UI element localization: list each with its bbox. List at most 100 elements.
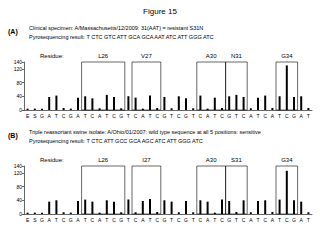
svg-text:S: S: [33, 217, 37, 223]
svg-text:G: G: [162, 217, 166, 223]
svg-text:T: T: [148, 217, 151, 223]
svg-text:(B): (B): [8, 132, 18, 140]
svg-text:C: C: [263, 217, 267, 223]
svg-text:Residue:: Residue:: [40, 157, 64, 163]
svg-text:G: G: [69, 217, 73, 223]
svg-text:E: E: [26, 217, 30, 223]
svg-text:T: T: [307, 113, 310, 119]
svg-text:C: C: [134, 113, 138, 119]
svg-text:C: C: [91, 217, 95, 223]
svg-text:T: T: [55, 217, 58, 223]
svg-text:C: C: [220, 113, 224, 119]
svg-text:T: T: [256, 113, 259, 119]
svg-text:V27: V27: [141, 53, 152, 59]
svg-text:0: 0: [19, 107, 22, 113]
svg-text:G: G: [227, 217, 231, 223]
svg-text:A: A: [271, 113, 275, 119]
svg-text:40: 40: [16, 197, 22, 203]
svg-text:80: 80: [16, 184, 22, 190]
svg-text:G: G: [40, 217, 44, 223]
svg-text:T: T: [213, 113, 216, 119]
svg-text:A: A: [98, 217, 102, 223]
svg-text:T: T: [170, 217, 173, 223]
svg-text:C: C: [177, 113, 181, 119]
svg-text:Residue:: Residue:: [40, 53, 64, 59]
svg-text:A30: A30: [206, 53, 217, 59]
svg-text:A: A: [206, 113, 210, 119]
svg-text:A: A: [48, 113, 52, 119]
svg-text:120: 120: [14, 66, 23, 72]
svg-text:G: G: [119, 113, 123, 119]
svg-text:C: C: [112, 113, 116, 119]
svg-text:G: G: [184, 217, 188, 223]
svg-text:T: T: [192, 113, 195, 119]
svg-text:40: 40: [16, 93, 22, 99]
svg-text:C: C: [220, 217, 224, 223]
svg-text:T: T: [127, 113, 130, 119]
svg-text:A: A: [98, 113, 102, 119]
svg-text:C: C: [263, 113, 267, 119]
svg-text:(A): (A): [8, 28, 18, 36]
svg-text:A: A: [206, 217, 210, 223]
svg-text:T: T: [235, 217, 238, 223]
svg-text:T: T: [105, 113, 108, 119]
svg-text:C: C: [62, 113, 66, 119]
svg-text:Figure 15: Figure 15: [143, 7, 177, 16]
svg-text:Pyrosequencing result: T CTC A: Pyrosequencing result: T CTC ATT GCC GCA…: [29, 138, 203, 144]
svg-text:T: T: [105, 217, 108, 223]
svg-text:T: T: [278, 217, 281, 223]
svg-text:C: C: [285, 217, 289, 223]
svg-text:C: C: [155, 113, 159, 119]
svg-text:T: T: [256, 217, 259, 223]
svg-text:G: G: [40, 113, 44, 119]
svg-text:G34: G34: [281, 157, 293, 163]
svg-text:C: C: [91, 113, 95, 119]
svg-text:C: C: [134, 217, 138, 223]
svg-text:G: G: [227, 113, 231, 119]
svg-text:A: A: [76, 113, 80, 119]
svg-text:120: 120: [14, 170, 23, 176]
svg-text:T: T: [127, 217, 130, 223]
svg-text:G: G: [162, 113, 166, 119]
svg-text:0: 0: [19, 211, 22, 217]
svg-text:A: A: [76, 217, 80, 223]
svg-text:80: 80: [16, 80, 22, 86]
svg-text:T: T: [235, 113, 238, 119]
svg-text:A: A: [141, 217, 145, 223]
svg-text:I27: I27: [142, 157, 151, 163]
svg-text:C: C: [242, 217, 246, 223]
svg-text:C: C: [242, 113, 246, 119]
svg-text:A30: A30: [206, 157, 217, 163]
svg-text:A: A: [300, 217, 304, 223]
svg-text:T: T: [307, 217, 310, 223]
svg-text:S31: S31: [231, 157, 242, 163]
svg-text:T: T: [84, 113, 87, 119]
svg-text:C: C: [155, 217, 159, 223]
svg-text:T: T: [278, 113, 281, 119]
svg-text:G: G: [69, 113, 73, 119]
svg-text:A: A: [249, 217, 253, 223]
svg-text:140: 140: [14, 59, 23, 65]
svg-text:C: C: [199, 217, 203, 223]
svg-text:E: E: [26, 113, 30, 119]
svg-text:T: T: [148, 113, 151, 119]
svg-text:A: A: [141, 113, 145, 119]
svg-text:C: C: [177, 217, 181, 223]
svg-text:S: S: [33, 113, 37, 119]
svg-text:T: T: [84, 217, 87, 223]
svg-text:A: A: [249, 113, 253, 119]
svg-text:G: G: [184, 113, 188, 119]
svg-text:G: G: [292, 113, 296, 119]
svg-text:G34: G34: [281, 53, 293, 59]
svg-text:Triple reassortant swine isola: Triple reassortant swine isolate: A/Ohio…: [29, 129, 261, 135]
svg-text:L26: L26: [98, 157, 109, 163]
svg-text:Pyrosequencing result: T CTC G: Pyrosequencing result: T CTC GTC ATT GCA…: [29, 34, 214, 40]
svg-text:G: G: [119, 217, 123, 223]
svg-text:C: C: [285, 113, 289, 119]
svg-text:A: A: [271, 217, 275, 223]
svg-text:C: C: [112, 217, 116, 223]
svg-text:A: A: [48, 217, 52, 223]
svg-text:T: T: [170, 113, 173, 119]
svg-text:C: C: [62, 217, 66, 223]
svg-text:N31: N31: [231, 53, 243, 59]
